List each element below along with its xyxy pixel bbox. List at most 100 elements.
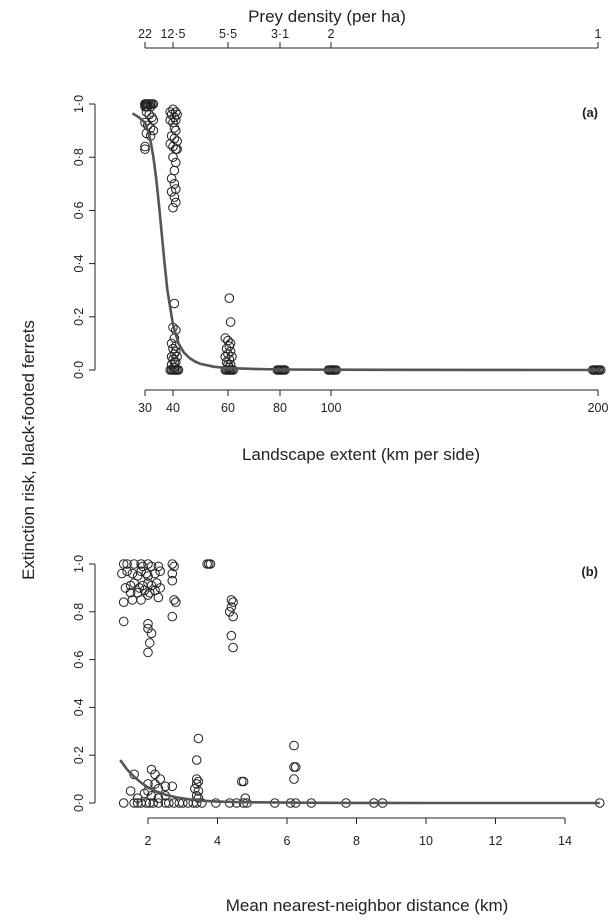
y-tick-label: 0·4 bbox=[72, 255, 86, 273]
data-point bbox=[155, 774, 165, 784]
data-point bbox=[226, 595, 237, 605]
top-tick-label: 5·5 bbox=[219, 27, 237, 41]
data-point bbox=[228, 642, 238, 653]
y-tick-label: 0·2 bbox=[72, 746, 86, 764]
x-tick-label: 12 bbox=[489, 834, 503, 848]
data-point bbox=[171, 115, 181, 125]
data-point bbox=[143, 647, 153, 658]
data-point bbox=[136, 595, 146, 605]
data-point bbox=[136, 566, 146, 577]
y-tick-label: 0·0 bbox=[72, 794, 86, 812]
panel-b-chart: (b) Mean nearest-neighbor distance (km) … bbox=[72, 555, 605, 915]
data-point bbox=[122, 559, 132, 569]
data-point bbox=[224, 607, 235, 617]
data-point bbox=[148, 115, 159, 125]
data-point bbox=[140, 117, 150, 128]
data-point bbox=[132, 793, 143, 804]
x-tick-label: 14 bbox=[558, 834, 572, 848]
data-point bbox=[118, 798, 129, 808]
data-point bbox=[143, 590, 153, 600]
data-point bbox=[220, 333, 231, 343]
data-point bbox=[146, 764, 157, 775]
data-point bbox=[191, 798, 202, 808]
data-point bbox=[148, 99, 159, 109]
top-tick-label: 22 bbox=[138, 27, 152, 41]
data-point bbox=[139, 585, 150, 596]
data-point bbox=[160, 781, 171, 792]
data-point bbox=[238, 776, 249, 787]
data-point bbox=[153, 592, 164, 603]
data-point bbox=[166, 187, 177, 197]
data-point bbox=[169, 165, 180, 176]
data-point bbox=[143, 571, 153, 581]
x-tick-label: 4 bbox=[214, 834, 221, 848]
shared-y-axis-title: Extinction risk, black-footed ferrets bbox=[19, 320, 38, 580]
data-point bbox=[223, 335, 233, 346]
data-point bbox=[211, 798, 221, 808]
panel-a-x-axis-title: Landscape extent (km per side) bbox=[242, 445, 480, 464]
panel-b-label: (b) bbox=[581, 564, 598, 579]
data-point bbox=[151, 578, 162, 588]
data-point bbox=[143, 101, 153, 112]
top-tick-label: 2 bbox=[328, 27, 335, 41]
panel-a-label: (a) bbox=[582, 105, 598, 120]
data-point bbox=[139, 788, 150, 799]
y-tick-label: 0·4 bbox=[72, 698, 86, 716]
data-point bbox=[169, 595, 179, 605]
data-point bbox=[205, 559, 216, 569]
data-point bbox=[150, 568, 160, 579]
data-point bbox=[191, 755, 202, 765]
y-tick-label: 0·8 bbox=[72, 603, 86, 621]
data-point bbox=[166, 173, 177, 184]
data-point bbox=[168, 202, 178, 213]
data-point bbox=[122, 566, 132, 577]
panel-a-chart: Prey density (per ha) (a) Landscape exte… bbox=[72, 7, 608, 464]
data-point bbox=[193, 786, 204, 796]
data-point bbox=[125, 587, 136, 598]
data-point bbox=[228, 611, 238, 622]
data-point bbox=[228, 597, 238, 608]
data-point bbox=[169, 798, 179, 808]
data-point bbox=[129, 578, 139, 588]
top-tick-label: 1 bbox=[595, 27, 602, 41]
y-tick-label: 0·8 bbox=[72, 148, 86, 166]
data-point bbox=[118, 597, 129, 608]
data-point bbox=[167, 781, 178, 792]
data-point bbox=[169, 192, 180, 202]
data-point bbox=[153, 793, 164, 804]
data-point bbox=[173, 365, 184, 375]
data-point bbox=[237, 776, 247, 787]
x-tick-label: 2 bbox=[145, 834, 152, 848]
data-point bbox=[193, 793, 204, 804]
y-tick-label: 1·0 bbox=[72, 555, 86, 573]
data-point bbox=[172, 109, 182, 120]
x-tick-label: 10 bbox=[419, 834, 433, 848]
data-point bbox=[167, 559, 178, 569]
top-tick-label: 3·1 bbox=[271, 27, 289, 41]
data-point bbox=[141, 798, 152, 808]
data-point bbox=[169, 561, 179, 572]
data-point bbox=[167, 575, 178, 586]
data-point bbox=[168, 152, 178, 162]
data-point bbox=[167, 568, 178, 579]
data-point bbox=[140, 144, 150, 154]
x-tick-label: 100 bbox=[321, 401, 342, 415]
data-point bbox=[127, 568, 138, 579]
x-tick-label: 6 bbox=[284, 834, 291, 848]
y-tick-label: 0·6 bbox=[72, 651, 86, 669]
data-point bbox=[191, 779, 202, 789]
x-tick-label: 60 bbox=[221, 401, 235, 415]
data-point bbox=[226, 630, 237, 641]
data-point bbox=[169, 298, 180, 309]
x-tick-label: 8 bbox=[353, 834, 360, 848]
data-point bbox=[146, 580, 157, 591]
data-point bbox=[143, 619, 153, 629]
data-point bbox=[290, 762, 301, 772]
fitted-curve bbox=[119, 759, 600, 805]
data-point bbox=[125, 786, 136, 796]
data-point bbox=[129, 559, 139, 569]
y-tick-label: 0·0 bbox=[72, 361, 86, 379]
data-point bbox=[140, 141, 150, 152]
top-axis-title: Prey density (per ha) bbox=[248, 7, 406, 26]
